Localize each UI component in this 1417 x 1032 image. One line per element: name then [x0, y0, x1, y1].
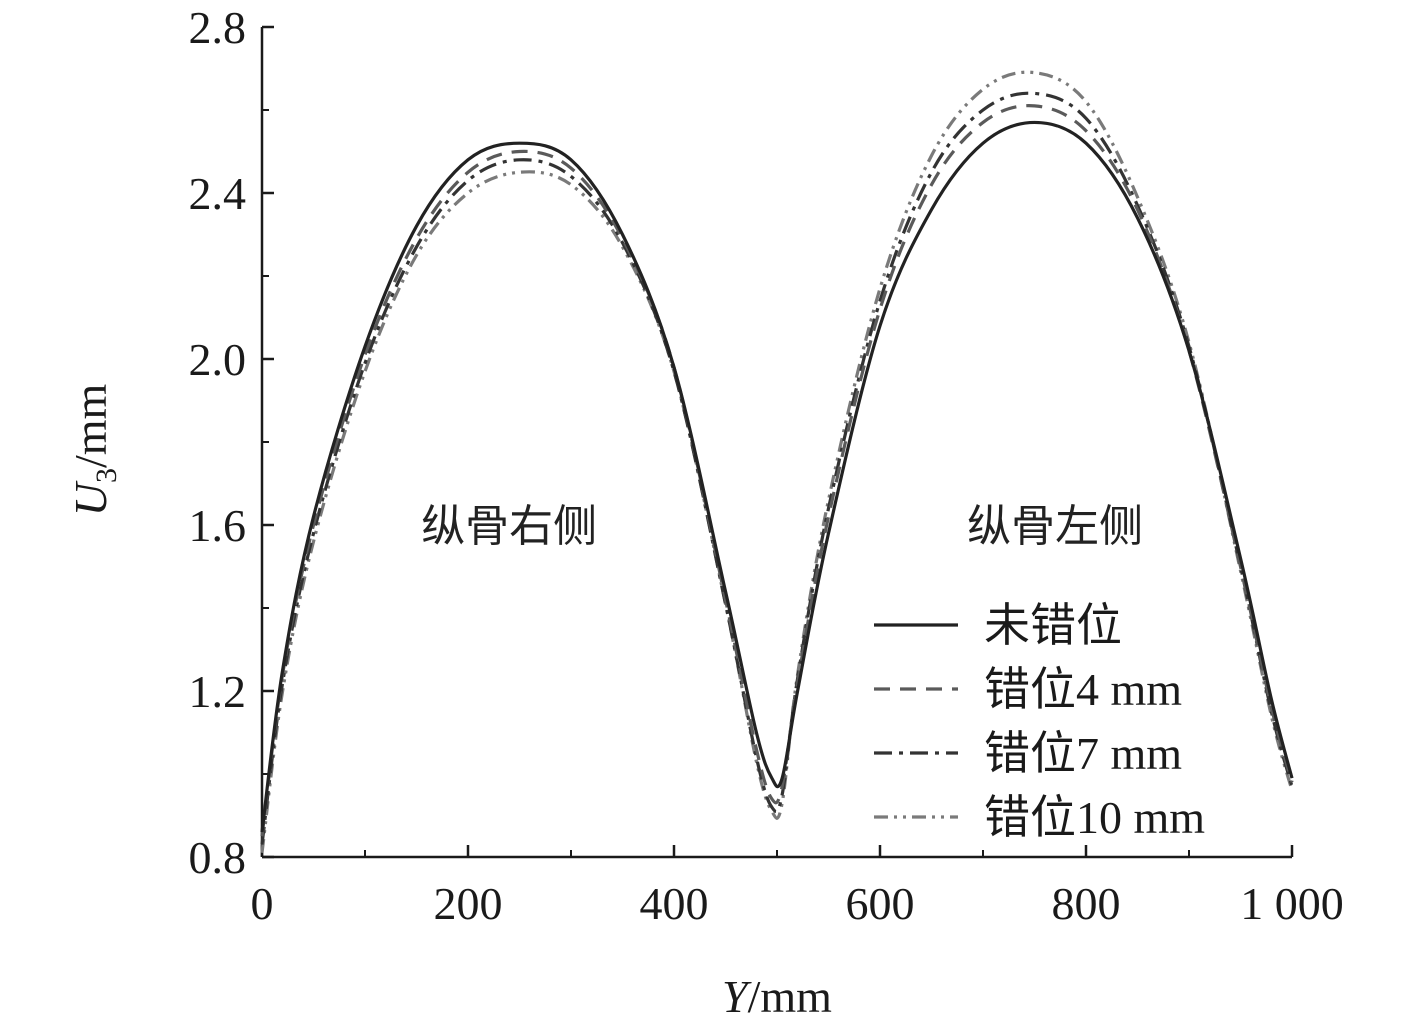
annotation-label: 纵骨右侧: [421, 501, 597, 552]
tick-marks: [260, 25, 1294, 859]
y-tick-label: 2.4: [189, 168, 247, 219]
y-tick-label: 2.0: [189, 334, 247, 385]
legend-label: 未错位: [984, 600, 1122, 651]
annotation-label: 纵骨左侧: [967, 501, 1143, 552]
x-tick-label: 0: [251, 878, 274, 929]
legend-label: 错位4 mm: [984, 664, 1182, 715]
series-layer: [260, 70, 1294, 854]
y-tick-label: 0.8: [189, 832, 247, 883]
y-tick-label: 2.8: [189, 2, 247, 53]
series-line-2: [260, 104, 1294, 837]
x-tick-label: 800: [1052, 878, 1121, 929]
x-tick-label: 200: [434, 878, 503, 929]
y-axis-variable: U: [65, 480, 116, 516]
series-line-3: [260, 91, 1294, 845]
x-axis-unit: /mm: [748, 971, 833, 1022]
y-axis-subscript: 3: [90, 468, 123, 483]
series-line-4: [260, 70, 1294, 854]
x-axis-title: Y/mm: [722, 971, 832, 1022]
x-tick-label: 1 000: [1240, 878, 1344, 929]
x-tick-label: 600: [846, 878, 915, 929]
tick-labels: 0 200 400 600 800 1 000 0.8 1.2 1.6 2.0 2.4 2.8: [189, 2, 1344, 929]
y-tick-label: 1.2: [189, 666, 247, 717]
series-line-1: [260, 120, 1294, 833]
legend-label: 错位10 mm: [984, 792, 1205, 843]
x-tick-label: 400: [640, 878, 709, 929]
legend-label: 错位7 mm: [984, 728, 1182, 779]
y-axis-unit: /mm: [65, 383, 116, 468]
annotations: 纵骨右侧 纵骨左侧: [421, 501, 1143, 552]
x-axis-variable: Y: [722, 971, 752, 1022]
y-tick-label: 1.6: [189, 500, 247, 551]
y-axis-title: U3/mm: [65, 383, 123, 516]
